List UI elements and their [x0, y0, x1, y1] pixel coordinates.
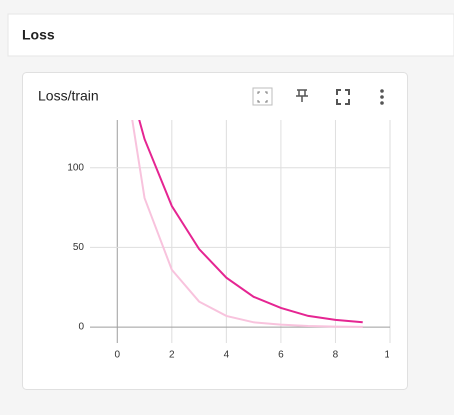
fit-icon-corners[interactable]: [257, 91, 268, 103]
x-tick-label: 6: [278, 350, 284, 361]
y-tick-label: 0: [78, 322, 84, 333]
plot-area: [131, 120, 363, 328]
menu-dot[interactable]: [380, 95, 384, 99]
x-tick-label: 4: [224, 350, 230, 361]
card: [22, 72, 408, 390]
x-tick-label: 0: [114, 350, 120, 361]
header-bar: [7, 13, 454, 57]
series-line: [131, 120, 363, 328]
fullscreen-icon[interactable]: [336, 89, 350, 105]
pin-icon[interactable]: [296, 89, 308, 102]
header-title: Loss: [22, 27, 55, 43]
y-tick-label: 50: [73, 242, 85, 253]
menu-dot[interactable]: [380, 101, 384, 105]
tick-labels: 0246810050100: [67, 162, 396, 361]
menu-dot[interactable]: [380, 89, 384, 93]
fit-icon[interactable]: [252, 87, 273, 106]
card-title: Loss/train: [38, 88, 99, 104]
grid: [90, 120, 391, 343]
y-tick-label: 100: [67, 162, 84, 173]
menu-icon[interactable]: [380, 89, 384, 105]
x-tick-label: 10: [384, 350, 396, 361]
fit-icon-box[interactable]: [252, 87, 273, 106]
x-tick-label: 8: [333, 350, 339, 361]
x-tick-label: 2: [169, 350, 175, 361]
series-line: [138, 120, 363, 324]
